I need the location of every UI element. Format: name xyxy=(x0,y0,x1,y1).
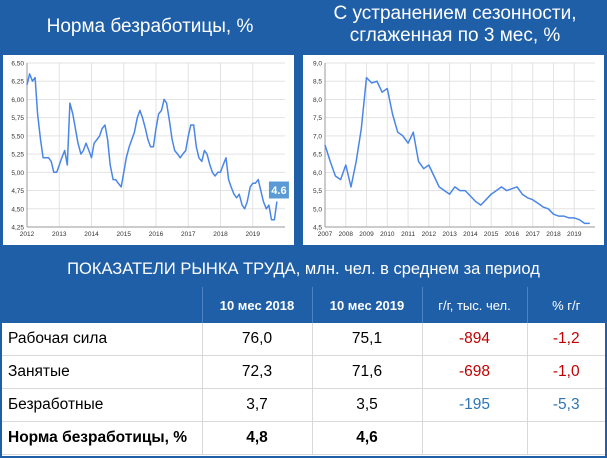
x-tick-label: 2010 xyxy=(380,231,395,238)
table-row: Норма безработицы, % 4,8 4,6 xyxy=(2,421,605,455)
x-tick-label: 2012 xyxy=(20,231,35,238)
row-value-2019: 75,1 xyxy=(312,323,423,356)
unemployment-rate-chart: 6,50 6,25 6,00 5,75 5,50 5,25 5,00 4,75 4,50 4,25… xyxy=(11,61,289,238)
x-tick-label: 2018 xyxy=(546,231,561,238)
x-tick-label: 2015 xyxy=(484,231,499,238)
x-tick-label: 2016 xyxy=(149,231,164,238)
y-tick-label: 4,75 xyxy=(11,188,24,195)
right-chart-title: С устранением сезонности, сглаженная по … xyxy=(305,3,605,47)
x-tick-label: 2017 xyxy=(181,231,196,238)
table-row: Рабочая сила 76,0 75,1 -894 -1,2 xyxy=(2,323,605,356)
x-tick-label: 2011 xyxy=(401,231,415,238)
x-tick-label: 2019 xyxy=(246,231,261,238)
y-tick-label: 5,0 xyxy=(313,206,322,213)
x-tick-label: 2016 xyxy=(505,231,520,238)
y-tick-label: 8,5 xyxy=(313,79,322,86)
x-tick-label: 2008 xyxy=(339,231,354,238)
header-yoy-pct: % г/г xyxy=(527,287,605,323)
table-header-row: 10 мес 2018 10 мес 2019 г/г, тыс. чел. %… xyxy=(2,287,605,323)
x-tick-label: 2013 xyxy=(52,231,67,238)
right-chart-title-line2: сглаженная по 3 мес, % xyxy=(349,25,561,46)
row-yoy-pct: -1,0 xyxy=(527,355,605,389)
row-value-2018: 4,8 xyxy=(202,421,313,455)
left-chart-title: Норма безработицы, % xyxy=(46,16,254,37)
row-yoy-abs: -195 xyxy=(422,388,528,422)
y-tick-label: 4,25 xyxy=(11,225,24,232)
y-tick-label: 6,0 xyxy=(313,170,322,177)
y-tick-label: 7,0 xyxy=(313,133,322,140)
row-value-2019: 4,6 xyxy=(312,421,423,455)
y-tick-label: 6,00 xyxy=(11,97,24,104)
y-tick-label: 5,00 xyxy=(11,170,24,177)
y-tick-label: 6,50 xyxy=(11,61,24,68)
x-tick-label: 2014 xyxy=(463,231,478,238)
row-value-2018: 76,0 xyxy=(202,323,313,356)
row-label: Безработные xyxy=(2,388,203,422)
x-tick-label: 2018 xyxy=(213,231,228,238)
table-row: Занятые 72,3 71,6 -698 -1,0 xyxy=(2,355,605,389)
x-tick-label: 2009 xyxy=(359,231,374,238)
y-tick-label: 6,25 xyxy=(11,79,24,86)
x-tick-label: 2019 xyxy=(567,231,582,238)
row-label: Рабочая сила xyxy=(2,323,203,356)
table-row: Безработные 3,7 3,5 -195 -5,3 xyxy=(2,388,605,422)
labor-market-table-title: ПОКАЗАТЕЛИ РЫНКА ТРУДА, млн. чел. в сред… xyxy=(67,260,540,278)
y-tick-label: 6,5 xyxy=(313,152,322,159)
seasonally-adjusted-chart-panel: 9,0 8,5 8,0 7,5 7,0 6,5 6,0 5,5 5,0 4,5 2007 2008 20… xyxy=(303,55,604,245)
unemployment-rate-chart-panel: 6,50 6,25 6,00 5,75 5,50 5,25 5,00 4,75 4,50 4,25… xyxy=(3,55,294,245)
row-yoy-pct: -1,2 xyxy=(527,323,605,356)
header-2019: 10 мес 2019 xyxy=(312,287,423,323)
header-label xyxy=(2,287,203,323)
row-value-2018: 3,7 xyxy=(202,388,313,422)
labor-market-table: 10 мес 2018 10 мес 2019 г/г, тыс. чел. %… xyxy=(2,287,605,455)
last-value-label: 4.6 xyxy=(271,185,286,197)
y-tick-label: 5,25 xyxy=(11,152,24,159)
row-value-2018: 72,3 xyxy=(202,355,313,389)
row-value-2019: 71,6 xyxy=(312,355,423,389)
header-yoy-abs: г/г, тыс. чел. xyxy=(422,287,528,323)
y-tick-label: 4,50 xyxy=(11,206,24,213)
y-tick-label: 5,5 xyxy=(313,188,322,195)
y-tick-label: 9,0 xyxy=(313,61,322,68)
row-yoy-pct: -5,3 xyxy=(527,388,605,422)
row-label: Норма безработицы, % xyxy=(2,421,203,455)
labor-market-table-container: 10 мес 2018 10 мес 2019 г/г, тыс. чел. %… xyxy=(2,287,605,456)
series-line xyxy=(324,76,590,225)
right-chart-title-line1: С устранением сезонности, xyxy=(333,3,577,24)
y-tick-label: 7,5 xyxy=(313,115,322,122)
row-label: Занятые xyxy=(2,355,203,389)
row-value-2019: 3,5 xyxy=(312,388,423,422)
row-yoy-abs: -698 xyxy=(422,355,528,389)
series-line xyxy=(26,73,278,221)
x-tick-label: 2007 xyxy=(318,231,333,238)
x-tick-label: 2012 xyxy=(422,231,437,238)
x-tick-label: 2017 xyxy=(525,231,540,238)
header-2018: 10 мес 2018 xyxy=(202,287,313,323)
x-tick-label: 2014 xyxy=(84,231,99,238)
y-tick-label: 4,5 xyxy=(313,225,322,232)
x-tick-label: 2015 xyxy=(117,231,132,238)
x-tick-label: 2013 xyxy=(442,231,457,238)
row-yoy-pct xyxy=(527,421,605,455)
last-value-badge xyxy=(268,181,289,199)
y-tick-label: 5,75 xyxy=(11,115,24,122)
row-yoy-abs: -894 xyxy=(422,323,528,356)
row-yoy-abs xyxy=(422,421,528,455)
y-tick-label: 8,0 xyxy=(313,97,322,104)
y-tick-label: 5,50 xyxy=(11,133,24,140)
